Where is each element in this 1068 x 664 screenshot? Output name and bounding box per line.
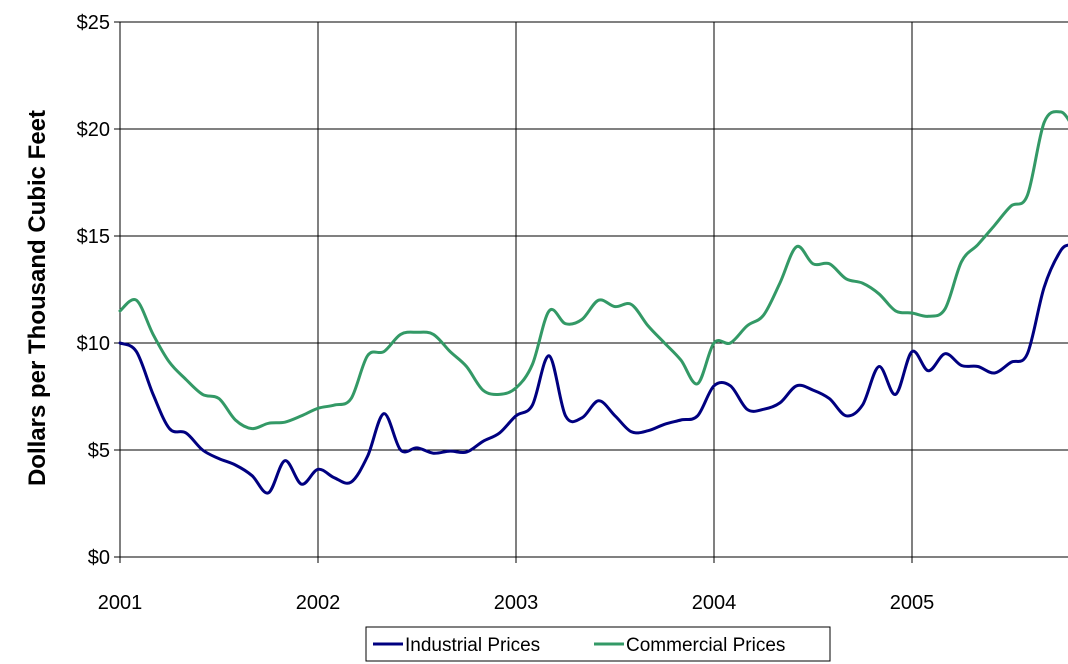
x-tick-label: 2001 [98,592,143,614]
x-tick-label: 2004 [692,592,737,614]
series-line-industrial [118,243,1068,495]
x-tick-label: 2003 [494,592,539,614]
x-axis-ticks: 2001 2002 2003 2004 2005 [98,557,935,614]
legend-label-commercial: Commercial Prices [626,635,785,656]
x-tick-label: 2005 [890,592,935,614]
grid-lines [119,21,1068,558]
legend: Industrial Prices Commercial Prices [365,626,831,662]
series-layer [118,110,1068,495]
y-tick-label: $25 [77,12,110,34]
y-tick-label: $0 [88,547,110,569]
y-tick-label: $20 [77,119,110,141]
y-axis-ticks: $0 $5 $10 $15 $20 $25 [77,12,120,569]
y-tick-label: $10 [77,333,110,355]
x-tick-label: 2002 [296,592,341,614]
y-axis-label: Dollars per Thousand Cubic Feet [24,110,51,486]
y-tick-label: $15 [77,226,110,248]
series-line-commercial [118,110,1068,431]
legend-label-industrial: Industrial Prices [405,635,540,656]
y-tick-label: $5 [88,440,110,462]
